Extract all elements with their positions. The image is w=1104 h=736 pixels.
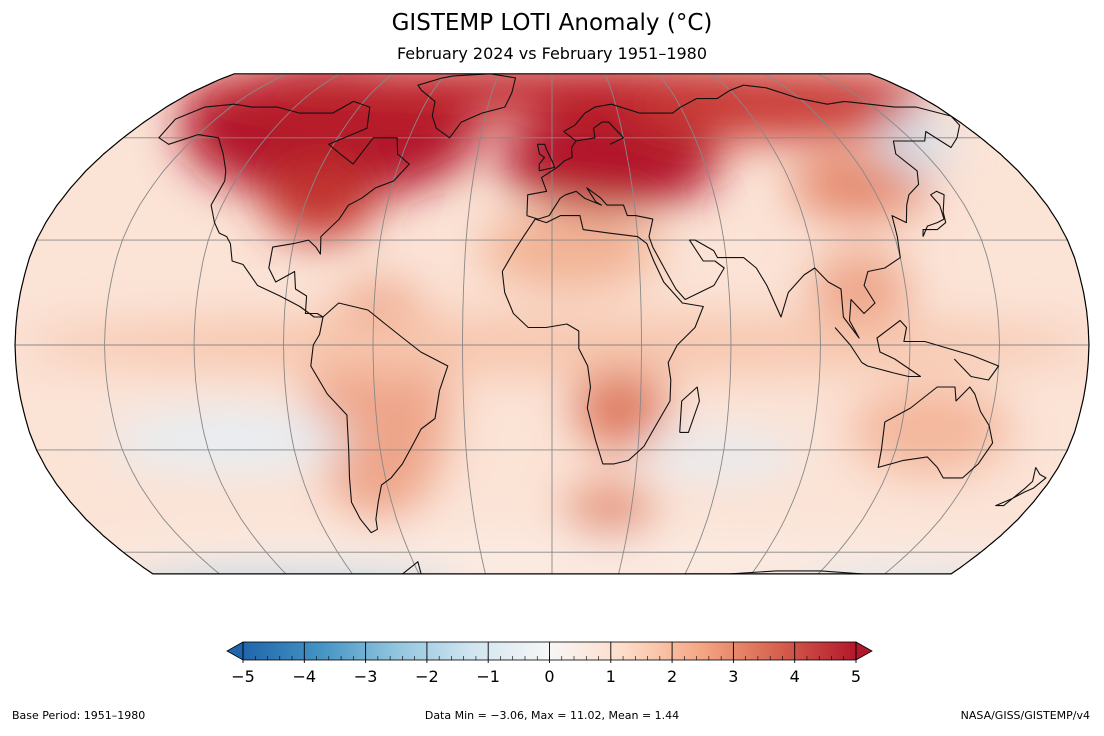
meridian--60 — [372, 73, 449, 574]
colorbar-tick-label: 5 — [851, 667, 861, 686]
colorbar-tick-label: 1 — [606, 667, 616, 686]
anomaly-field — [20, 73, 1089, 574]
colorbar-tick-label: −4 — [293, 667, 317, 686]
meridian-150 — [812, 73, 1000, 574]
source-credit: NASA/GISS/GISTEMP/v4 — [960, 709, 1090, 722]
anomaly-australia — [850, 385, 1010, 475]
globe-outline — [14, 73, 1090, 575]
anomaly-southern-africa — [575, 360, 665, 450]
base-period-note: Base Period: 1951–1980 — [12, 709, 146, 722]
anomaly-siberia — [630, 80, 910, 140]
coastlines — [158, 73, 1047, 574]
anomaly-southern-ocean-pale — [60, 540, 1060, 574]
colorbar-min-extend — [226, 641, 244, 661]
colorbar-tick-label: 2 — [667, 667, 677, 686]
anomaly-europe — [500, 110, 720, 210]
coast-greenland — [417, 73, 517, 139]
coast-madagascar — [679, 386, 700, 433]
data-stats-note: Data Min = −3.06, Max = 11.02, Mean = 1.… — [424, 709, 680, 722]
meridian--150 — [104, 73, 292, 574]
meridian-90 — [708, 73, 821, 574]
meridian-60 — [655, 73, 732, 574]
meridian--90 — [283, 73, 396, 574]
colorbar-tick-label: 0 — [544, 667, 554, 686]
meridian--120 — [193, 73, 344, 574]
meridian-30 — [603, 73, 642, 574]
coast-antarctica — [175, 561, 929, 574]
coast-new-zealand — [995, 467, 1047, 507]
coast-north-america — [158, 100, 410, 318]
coast-australia — [877, 386, 994, 479]
graticule — [15, 73, 1089, 574]
coast-japan — [922, 190, 947, 237]
anomaly-east-canada — [265, 160, 375, 240]
coast-scandinavia-inner — [575, 121, 625, 145]
map-subtitle: February 2024 vs February 1951–1980 — [396, 44, 708, 63]
anomaly-indian-ocean-cool — [640, 435, 800, 475]
colorbar-tick-label: −3 — [354, 667, 378, 686]
coast-south-america — [310, 302, 449, 534]
meridian--30 — [462, 73, 501, 574]
colorbar-tick-label: −5 — [231, 667, 255, 686]
coast-africa — [501, 215, 704, 465]
anomaly-north-africa — [480, 210, 660, 290]
colorbar-tick-label: −1 — [476, 667, 500, 686]
meridian-120 — [760, 73, 911, 574]
colorbar-tick-label: 4 — [790, 667, 800, 686]
colorbar-tick-label: 3 — [728, 667, 738, 686]
coast-eurasia — [526, 84, 961, 339]
coast-britain — [536, 143, 556, 172]
coast-indonesia — [834, 319, 1000, 381]
anomaly-kamchatka-cool — [880, 120, 950, 170]
anomaly-se-asia — [810, 250, 910, 330]
anomaly-central-asia — [790, 150, 930, 220]
colorbar-tick-label: −2 — [415, 667, 439, 686]
map-title: GISTEMP LOTI Anomaly (°C) — [391, 10, 713, 36]
colorbar-max-extend — [855, 641, 873, 661]
